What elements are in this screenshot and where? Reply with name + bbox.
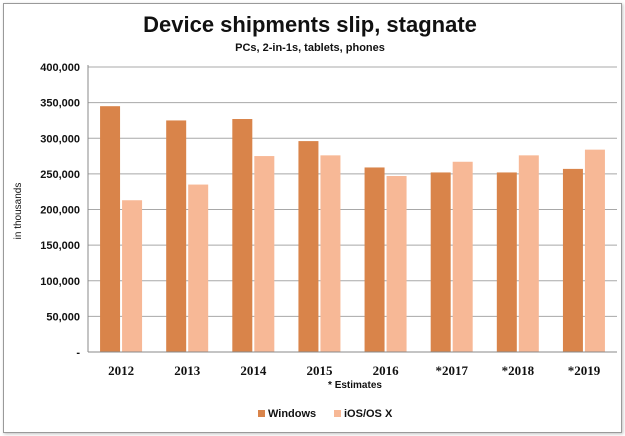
bar-windows-2015 bbox=[298, 141, 319, 352]
chart-title: Device shipments slip, stagnate bbox=[143, 12, 477, 37]
bar-windows-2014 bbox=[232, 119, 253, 352]
bar-ios-os-x-2017 bbox=[452, 161, 473, 352]
y-tick-label: - bbox=[76, 347, 80, 359]
bar-ios-os-x-2014 bbox=[254, 156, 275, 352]
bar-ios-os-x-2013 bbox=[188, 184, 209, 352]
y-tick-labels: - 50,000 100,000 150,000 200,000 250,000 300,0… bbox=[40, 62, 80, 359]
x-tick-label: 2015 bbox=[306, 363, 333, 378]
bar-windows-2017 bbox=[430, 172, 451, 352]
bar-ios-os-x-2019 bbox=[584, 149, 605, 352]
bar-windows-2018 bbox=[496, 172, 517, 352]
y-tick-label: 100,000 bbox=[40, 276, 80, 288]
x-tick-label: 2013 bbox=[174, 363, 201, 378]
y-tick-label: 50,000 bbox=[46, 311, 80, 323]
bar-windows-2016 bbox=[364, 167, 385, 352]
x-tick-label: 2012 bbox=[108, 363, 134, 378]
y-tick-label: 350,000 bbox=[40, 98, 80, 110]
bar-windows-2019 bbox=[562, 168, 583, 352]
y-tick-label: 400,000 bbox=[40, 62, 80, 74]
legend-label: Windows bbox=[268, 408, 316, 420]
estimates-note: * Estimates bbox=[328, 380, 382, 391]
bars bbox=[100, 106, 605, 352]
y-tick-label: 250,000 bbox=[40, 169, 80, 181]
bar-ios-os-x-2015 bbox=[320, 155, 341, 352]
y-axis-label: in thousands bbox=[13, 183, 24, 240]
bar-ios-os-x-2012 bbox=[122, 200, 143, 352]
y-tick-label: 200,000 bbox=[40, 205, 80, 217]
x-tick-label: 2014 bbox=[240, 363, 267, 378]
y-tick-label: 300,000 bbox=[40, 133, 80, 145]
bar-windows-2013 bbox=[166, 120, 187, 352]
x-tick-labels: 2012 2013 2014 2015 2016 *2017 *2018 *2019 bbox=[108, 363, 601, 378]
bar-ios-os-x-2016 bbox=[386, 176, 407, 352]
chart-subtitle: PCs, 2-in-1s, tablets, phones bbox=[235, 42, 385, 54]
bar-windows-2012 bbox=[100, 106, 121, 352]
bar-ios-os-x-2018 bbox=[518, 155, 539, 352]
x-tick-label: *2019 bbox=[568, 363, 601, 378]
legend: Windows iOS/OS X bbox=[258, 408, 393, 420]
legend-swatch bbox=[334, 410, 341, 417]
legend-label: iOS/OS X bbox=[344, 408, 393, 420]
y-tick-label: 150,000 bbox=[40, 240, 80, 252]
legend-swatch bbox=[258, 410, 265, 417]
x-tick-label: *2017 bbox=[435, 363, 468, 378]
x-tick-label: 2016 bbox=[373, 363, 400, 378]
x-tick-label: *2018 bbox=[502, 363, 535, 378]
